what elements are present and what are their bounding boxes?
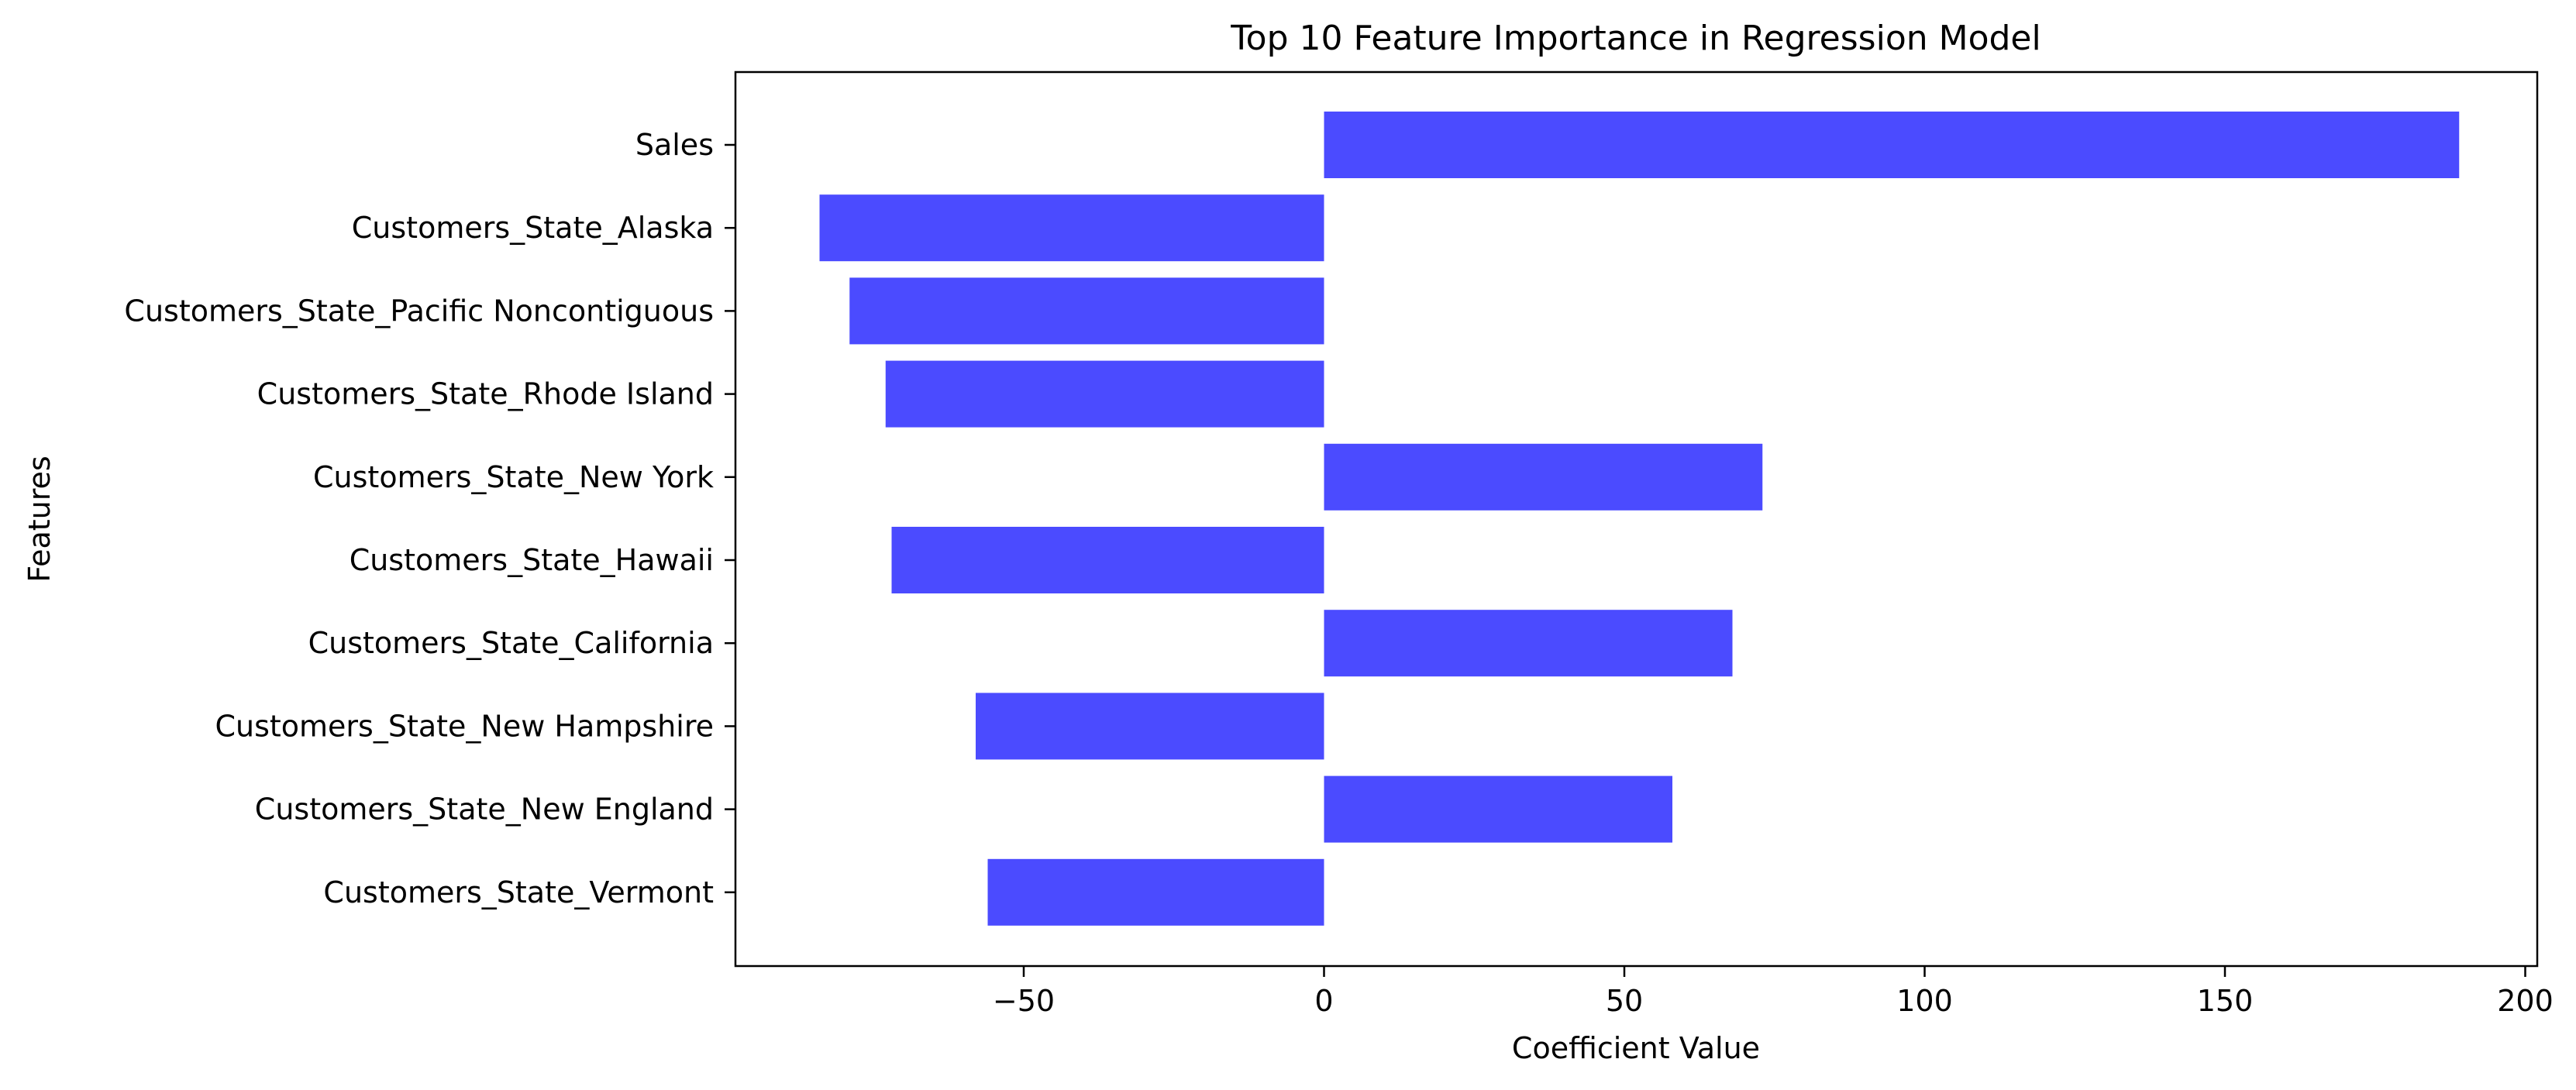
y-tick-label: Sales: [635, 128, 714, 162]
x-tick-label: 150: [2197, 984, 2254, 1018]
bar: [1324, 112, 2460, 178]
bar: [1324, 610, 1733, 677]
bar: [987, 858, 1324, 926]
y-tick-label: Customers_State_Vermont: [323, 875, 714, 909]
y-tick-label: Customers_State_Hawaii: [350, 543, 714, 577]
y-axis-label: Features: [22, 456, 57, 582]
bar: [891, 527, 1324, 593]
x-tick-label: −50: [993, 984, 1055, 1018]
bar: [976, 693, 1324, 760]
y-axis: Sales Customers_State_Alaska Customers_Sta…: [124, 128, 735, 909]
x-axis: −50 0 50 100 150 200: [993, 966, 2554, 1018]
y-tick-label: Customers_State_New York: [313, 460, 714, 494]
x-axis-label: Coefficient Value: [1512, 1031, 1760, 1065]
y-tick-label: Customers_State_Pacific Noncontiguous: [124, 294, 714, 328]
bar: [1324, 775, 1672, 843]
x-tick-label: 0: [1314, 984, 1333, 1018]
bar: [1324, 443, 1763, 511]
y-tick-label: Customers_State_Rhode Island: [257, 377, 714, 411]
bar: [885, 360, 1324, 428]
y-tick-label: Customers_State_New Hampshire: [215, 709, 714, 743]
y-tick-label: Customers_State_California: [308, 626, 714, 660]
y-tick-label: Customers_State_New England: [255, 793, 714, 827]
chart-title: Top 10 Feature Importance in Regression …: [1230, 19, 2040, 58]
x-tick-label: 200: [2497, 984, 2554, 1018]
x-tick-label: 100: [1896, 984, 1953, 1018]
x-tick-label: 50: [1606, 984, 1643, 1018]
bar: [819, 194, 1324, 262]
y-tick-label: Customers_State_Alaska: [352, 211, 714, 245]
bars-layer: [819, 112, 2460, 926]
bar: [849, 277, 1324, 345]
plot-area-frame: [734, 70, 2539, 968]
